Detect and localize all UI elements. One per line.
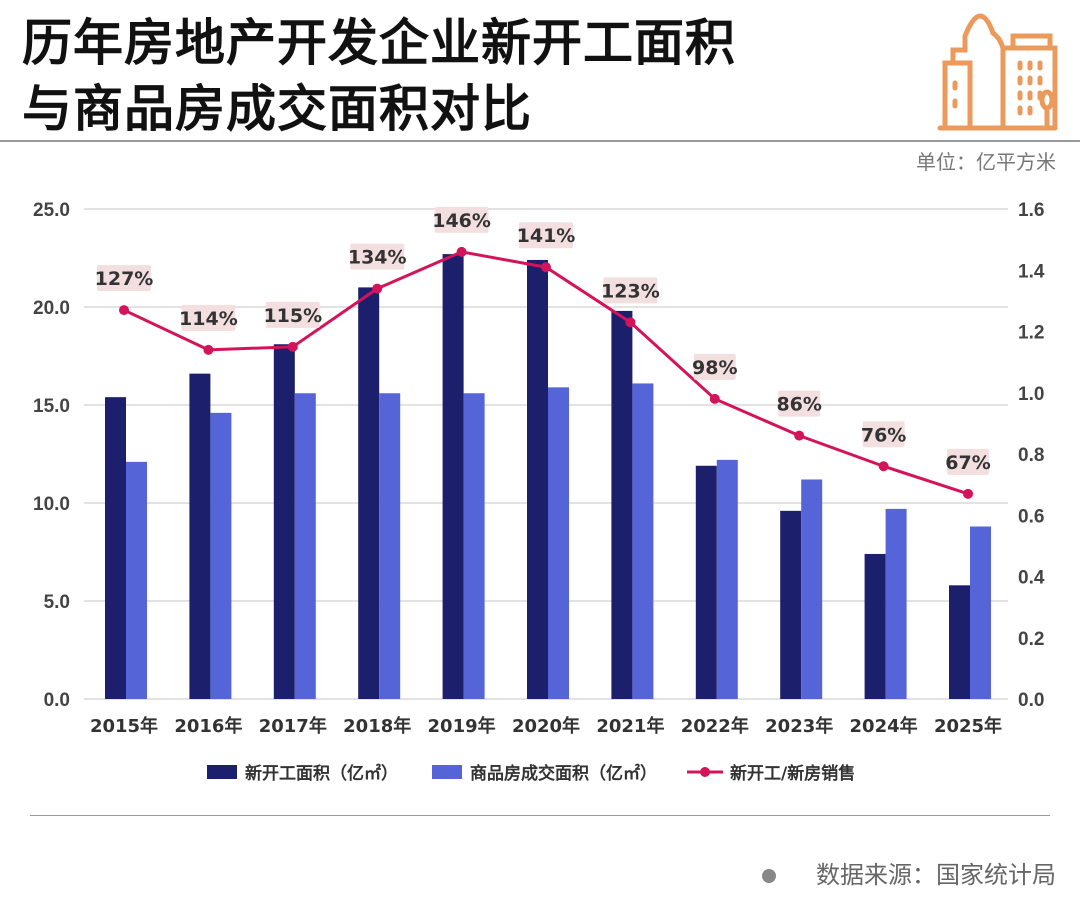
legend-swatch-ratio-dot xyxy=(700,767,710,777)
y-right-tick-label: 1.0 xyxy=(1018,384,1044,405)
data-label: 98% xyxy=(692,357,737,379)
y-left-tick-label: 25.0 xyxy=(33,200,70,221)
y-right-tick-label: 0.4 xyxy=(1018,568,1045,589)
bar-sales xyxy=(379,393,401,699)
data-label: 123% xyxy=(601,280,660,302)
ratio-point xyxy=(794,430,805,441)
data-label: 127% xyxy=(95,268,154,290)
bar-sales xyxy=(548,387,569,699)
y-left-tick-label: 10.0 xyxy=(33,494,70,515)
y-left-tick-label: 0.0 xyxy=(44,690,70,711)
bullet-icon xyxy=(762,869,776,883)
bar-new-starts xyxy=(358,287,380,699)
x-tick-label: 2022年 xyxy=(681,715,749,737)
bar-sales xyxy=(801,479,823,699)
data-label: 134% xyxy=(348,247,407,269)
ratio-point xyxy=(709,393,720,404)
x-tick-label: 2018年 xyxy=(343,715,411,737)
bar-sales xyxy=(716,459,738,699)
data-label-bg xyxy=(265,301,320,328)
x-tick-label: 2017年 xyxy=(259,715,327,737)
x-tick-label: 2016年 xyxy=(174,715,242,737)
data-label: 141% xyxy=(517,225,576,247)
legend-label: 新开工面积（亿㎡） xyxy=(245,763,398,784)
bar-new-starts xyxy=(273,344,295,699)
legend-label: 商品房成交面积（亿㎡） xyxy=(470,763,657,784)
data-label-bg xyxy=(519,222,573,249)
building-icon xyxy=(937,13,1058,131)
page-title: 历年房地产开发企业新开工面积 与商品房成交面积对比 xyxy=(22,10,736,142)
bar-sales xyxy=(463,393,485,699)
bar-sales xyxy=(632,383,654,699)
bar-new-starts xyxy=(611,310,633,699)
x-tick-label: 2023年 xyxy=(765,715,833,737)
y-right-tick-label: 0.6 xyxy=(1018,506,1044,527)
y-left-tick-label: 20.0 xyxy=(33,298,70,319)
y-right-tick-label: 0.0 xyxy=(1018,690,1044,711)
bar-sales xyxy=(970,526,991,699)
y-left-tick-label: 5.0 xyxy=(44,592,70,613)
bar-new-starts xyxy=(780,510,802,699)
y-right-tick-label: 0.8 xyxy=(1018,445,1044,466)
bar-new-starts xyxy=(105,397,126,699)
data-label-bg xyxy=(603,277,658,304)
divider xyxy=(30,815,1050,816)
ratio-point xyxy=(878,461,889,472)
legend-label: 新开工/新房销售 xyxy=(730,763,855,784)
bar-sales xyxy=(210,412,232,699)
data-label-bg xyxy=(350,243,405,270)
bar-new-starts xyxy=(695,465,717,699)
data-label: 146% xyxy=(432,210,491,232)
y-right-tick-label: 1.4 xyxy=(1018,261,1045,282)
data-label-bg xyxy=(693,353,736,380)
x-tick-label: 2021年 xyxy=(596,715,664,737)
ratio-point xyxy=(456,246,467,257)
bar-new-starts xyxy=(864,553,886,699)
data-label: 114% xyxy=(179,308,238,330)
bar-new-starts xyxy=(949,585,970,699)
bar-sales xyxy=(126,461,147,699)
ratio-point xyxy=(625,317,636,328)
x-tick-label: 2015年 xyxy=(90,715,158,737)
ratio-point xyxy=(203,344,214,355)
ratio-point xyxy=(963,488,973,499)
data-label-bg xyxy=(97,265,151,292)
ratio-point xyxy=(372,283,383,294)
data-label-bg xyxy=(181,304,236,331)
bar-new-starts xyxy=(442,254,464,699)
divider xyxy=(0,140,1080,142)
data-label-bg xyxy=(434,206,489,233)
bar-new-starts xyxy=(527,259,548,699)
chart: 0.0 5.0 10.0 15.0 20.0 25.0 0.0 0.2 0.4 0.6 0.8 1.0… xyxy=(33,200,1045,784)
bar-sales xyxy=(885,508,907,699)
y-left-tick-label: 15.0 xyxy=(33,396,70,417)
x-tick-label: 2025年 xyxy=(934,715,1002,737)
data-label-bg xyxy=(947,448,989,475)
data-label: 76% xyxy=(861,424,906,446)
source-text: 数据来源：国家统计局 xyxy=(816,861,1056,889)
data-label: 67% xyxy=(945,452,990,474)
unit-label: 单位：亿平方米 xyxy=(916,150,1056,174)
data-label-bg xyxy=(778,390,821,417)
legend-swatch-new-starts xyxy=(207,765,237,779)
bar-new-starts xyxy=(189,373,211,699)
ratio-point xyxy=(119,305,129,316)
title-line-1: 历年房地产开发企业新开工面积 xyxy=(22,14,736,72)
data-label: 86% xyxy=(776,394,821,416)
title-line-2: 与商品房成交面积对比 xyxy=(22,80,532,138)
bar-sales xyxy=(294,393,316,699)
legend-swatch-sales xyxy=(432,765,462,779)
x-tick-label: 2024年 xyxy=(850,715,918,737)
y-right-tick-label: 1.6 xyxy=(1018,200,1044,221)
data-label-bg xyxy=(862,421,905,448)
source-note: 数据来源：国家统计局 xyxy=(762,855,1056,890)
data-label: 115% xyxy=(263,305,322,327)
ratio-point xyxy=(541,262,551,273)
y-right-tick-label: 1.2 xyxy=(1018,323,1044,344)
y-right-tick-label: 0.2 xyxy=(1018,629,1044,650)
x-tick-label: 2019年 xyxy=(428,715,496,737)
ratio-point xyxy=(287,341,298,352)
x-tick-label: 2020年 xyxy=(512,715,580,737)
